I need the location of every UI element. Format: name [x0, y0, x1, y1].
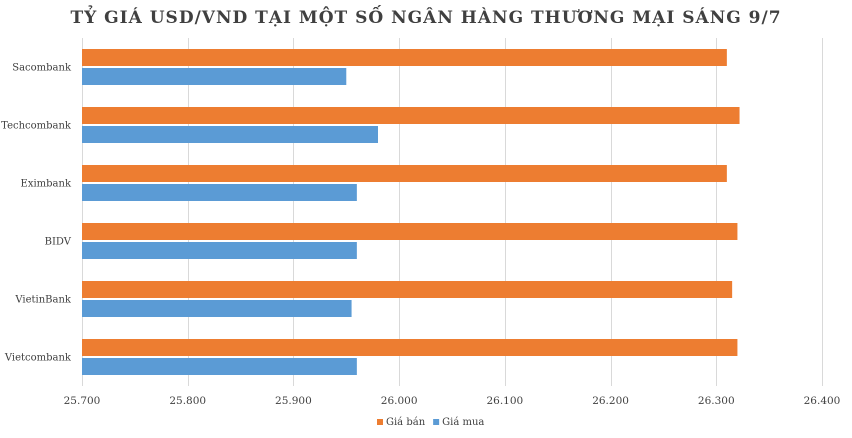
category-label: VietinBank [14, 295, 72, 306]
bars [82, 49, 740, 375]
category-label: Eximbank [21, 179, 72, 190]
grid [82, 38, 823, 386]
category-label: BIDV [45, 237, 72, 248]
bar-gia-ban-techcombank [82, 107, 740, 124]
category-labels: Sacombank Techcombank Eximbank BIDV VietinBa… [1, 63, 72, 364]
bar-gia-mua-techcombank [82, 126, 378, 143]
bar-gia-ban-vietcombank [82, 339, 738, 356]
tick-labels: 25.700 25.800 25.900 26.000 26.100 26.200 26.3… [64, 395, 841, 407]
category-label: Vietcombank [4, 353, 72, 364]
x-tick-label: 26.000 [381, 395, 418, 407]
bar-gia-mua-vietcombank [82, 358, 357, 375]
bar-gia-ban-sacombank [82, 49, 727, 66]
bar-gia-mua-vietinbank [82, 300, 352, 317]
x-tick-label: 25.700 [64, 395, 101, 407]
x-tick-label: 26.400 [804, 395, 841, 407]
bar-gia-ban-eximbank [82, 165, 727, 182]
x-tick-label: 25.800 [169, 395, 206, 407]
bar-gia-ban-bidv [82, 223, 738, 240]
legend-label: Giá bán [386, 417, 426, 428]
bar-gia-mua-eximbank [82, 184, 357, 201]
bar-gia-ban-vietinbank [82, 281, 733, 298]
legend-label: Giá mua [442, 417, 484, 428]
legend-swatch-0 [377, 419, 383, 425]
bar-gia-mua-bidv [82, 242, 357, 259]
x-tick-label: 26.100 [486, 395, 523, 407]
x-tick-label: 26.200 [592, 395, 629, 407]
category-label: Sacombank [12, 63, 72, 74]
legend-swatch-1 [433, 419, 440, 425]
chart-title: TỶ GIÁ USD/VND TẠI MỘT SỐ NGÂN HÀNG THƯƠ… [70, 4, 781, 28]
legend: Giá bán Giá mua [377, 417, 484, 428]
category-label: Techcombank [1, 121, 72, 132]
x-tick-label: 26.300 [698, 395, 735, 407]
x-tick-label: 25.900 [275, 395, 312, 407]
bar-gia-mua-sacombank [82, 68, 347, 85]
